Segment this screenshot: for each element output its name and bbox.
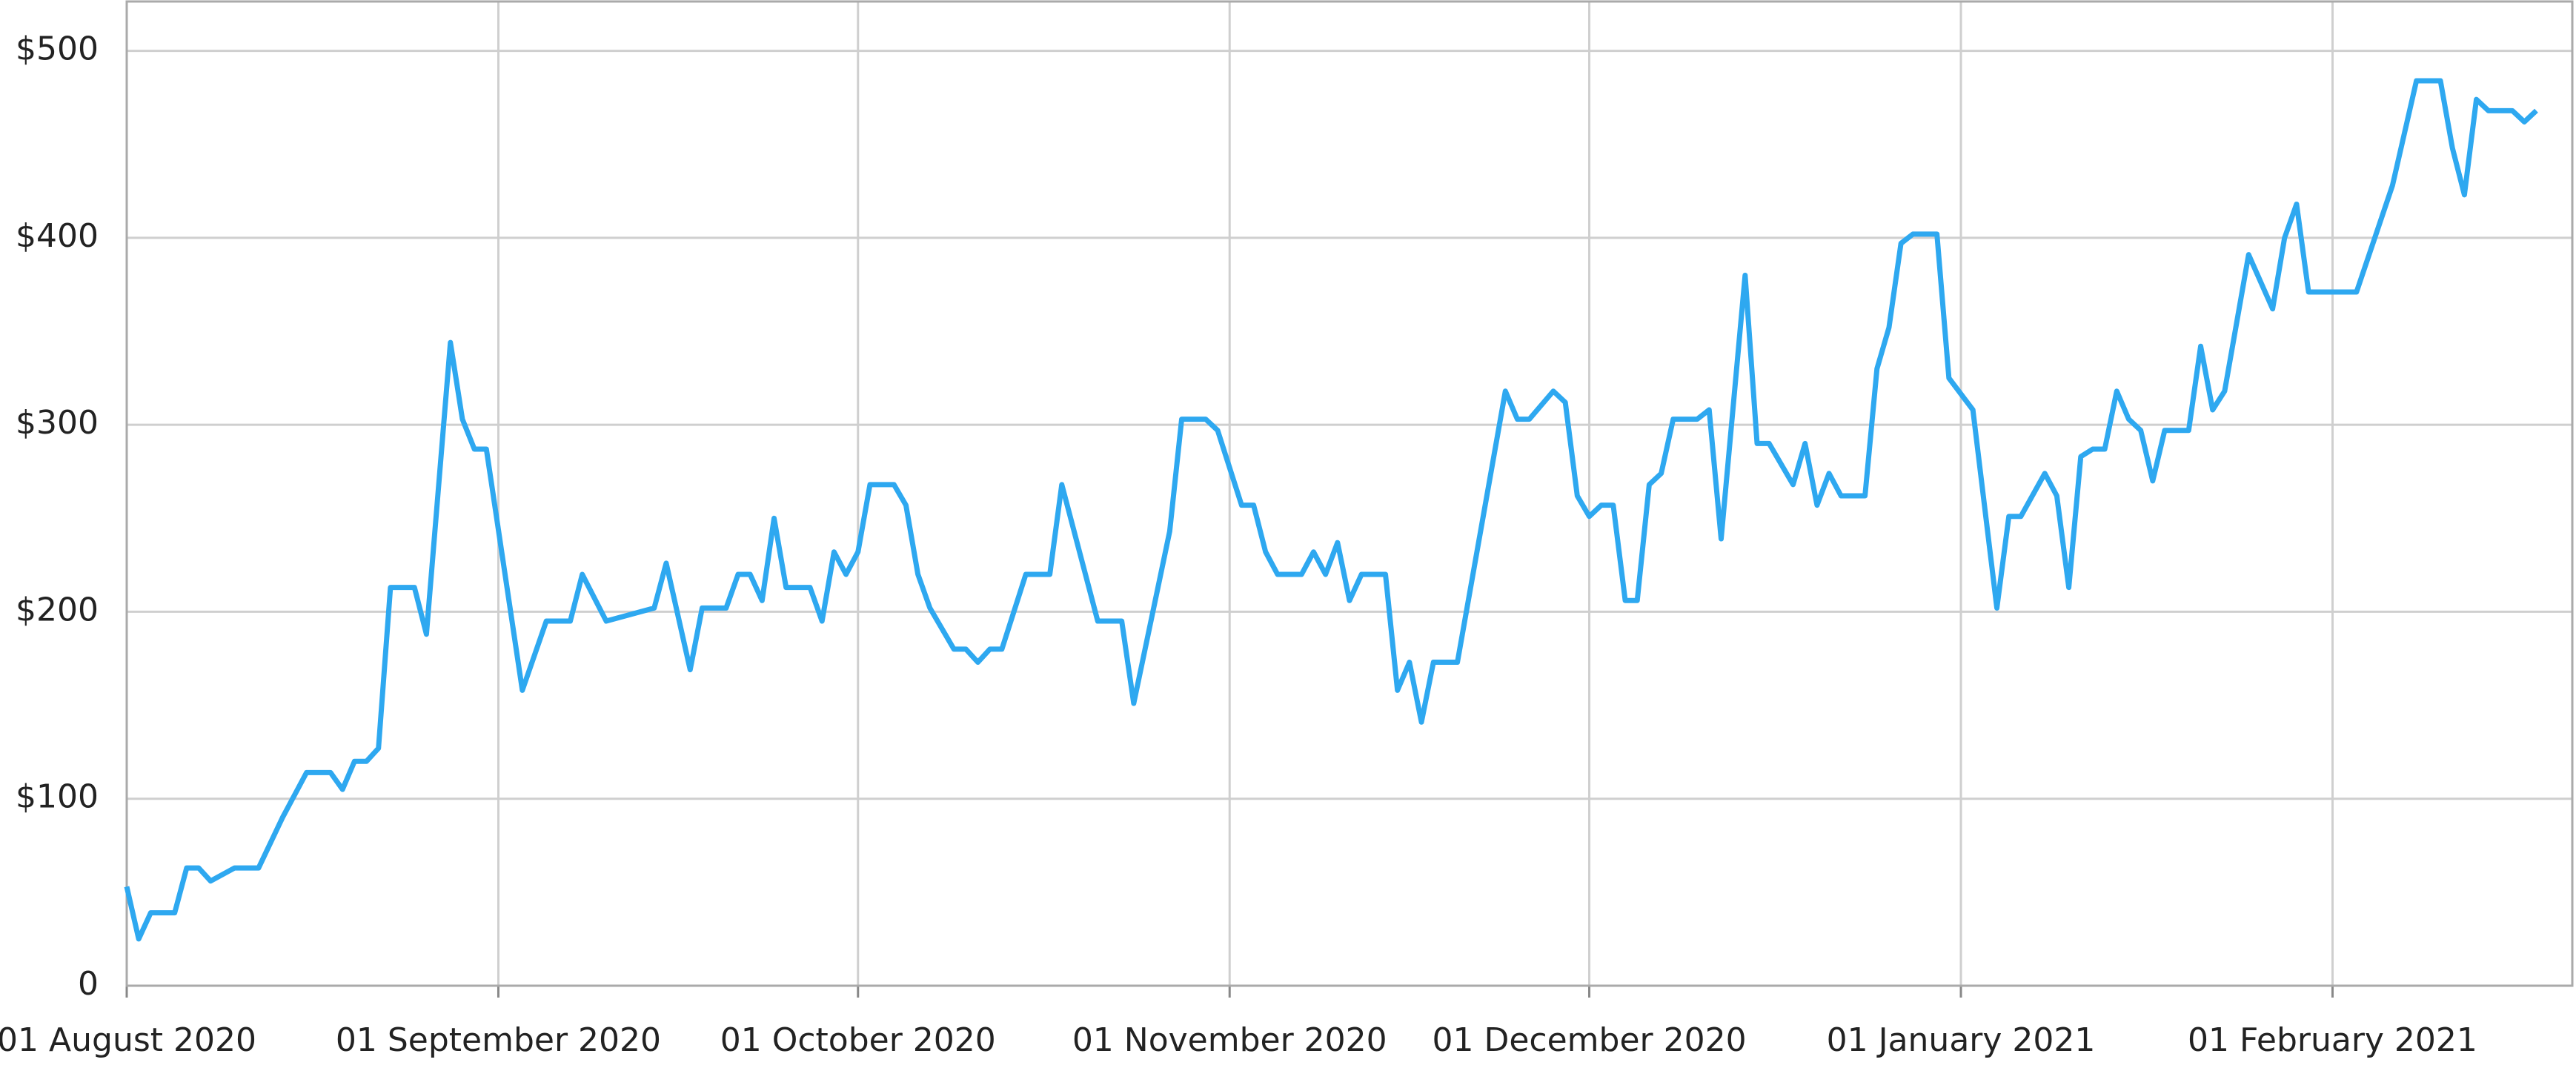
y-tick-label: $200 xyxy=(16,591,99,628)
line-series xyxy=(124,78,2538,942)
x-tick-label: 01 August 2020 xyxy=(0,1021,256,1059)
y-tick-label: $100 xyxy=(16,778,99,816)
x-tick-label: 01 February 2021 xyxy=(2188,1021,2477,1059)
x-tick-label: 01 September 2020 xyxy=(336,1021,661,1059)
x-tick-label: 01 January 2021 xyxy=(1827,1021,2096,1059)
y-tick-label: 0 xyxy=(78,965,99,1003)
plot-frame xyxy=(125,0,2574,987)
y-tick-label: $300 xyxy=(16,404,99,442)
x-tick-label: 01 December 2020 xyxy=(1432,1021,1746,1059)
x-tick-label: 01 October 2020 xyxy=(720,1021,996,1059)
y-tick-label: $500 xyxy=(16,30,99,68)
y-tick-label: $400 xyxy=(16,217,99,255)
x-tick-label: 01 November 2020 xyxy=(1072,1021,1387,1059)
